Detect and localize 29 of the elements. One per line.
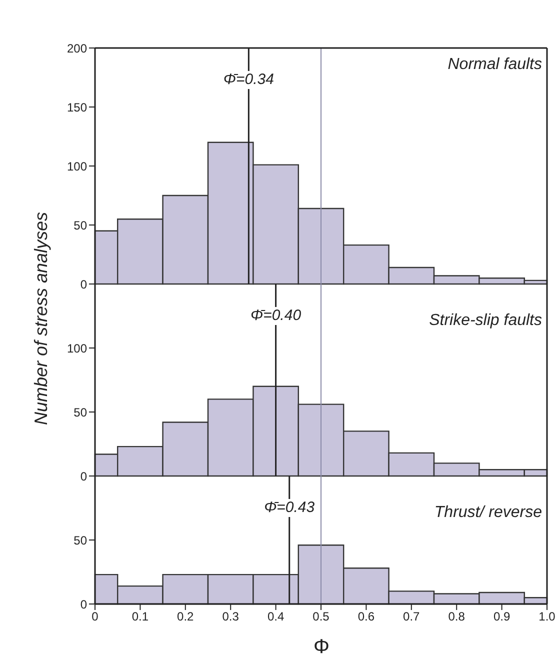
y-tick-label: 100: [66, 159, 88, 174]
x-tick-label: 0: [92, 610, 99, 624]
y-tick-label: 50: [74, 533, 88, 548]
y-tick-label: 50: [74, 218, 88, 232]
ref-line-label: Φ̄=0.40: [250, 307, 302, 324]
y-tick-label: 100: [66, 341, 88, 356]
x-tick-label: 0.4: [267, 610, 284, 624]
x-tick-label: 0.2: [177, 610, 194, 624]
text: Thrust/ reverse: [434, 504, 542, 522]
x-tick-label: 0.5: [312, 610, 330, 624]
y-tick-label: 200: [66, 41, 88, 56]
text: Normal faults: [448, 56, 542, 74]
x-tick-label: 0.6: [358, 610, 375, 624]
ref-line-label: Φ̄=0.34: [223, 71, 274, 88]
x-axis-title: Φ: [312, 636, 330, 659]
x-tick-label: 1.0: [538, 610, 556, 624]
y-tick-label: 0: [80, 597, 88, 612]
y-axis-title: Number of stress analyses: [32, 211, 52, 425]
y-tick-label: 0: [80, 469, 88, 484]
ref-line-label: Φ̄=0.43: [264, 499, 316, 516]
x-tick-label: 0.3: [222, 610, 240, 624]
x-tick-label: 0.1: [132, 610, 149, 624]
text: Strike-slip faults: [429, 312, 542, 330]
x-tick-label: 0.9: [493, 610, 510, 624]
y-tick-label: 0: [80, 277, 88, 292]
x-tick-label: 0.7: [403, 610, 420, 624]
y-tick-label: 50: [74, 405, 88, 420]
x-tick-label: 0.8: [448, 610, 466, 624]
y-tick-label: 150: [66, 100, 88, 114]
